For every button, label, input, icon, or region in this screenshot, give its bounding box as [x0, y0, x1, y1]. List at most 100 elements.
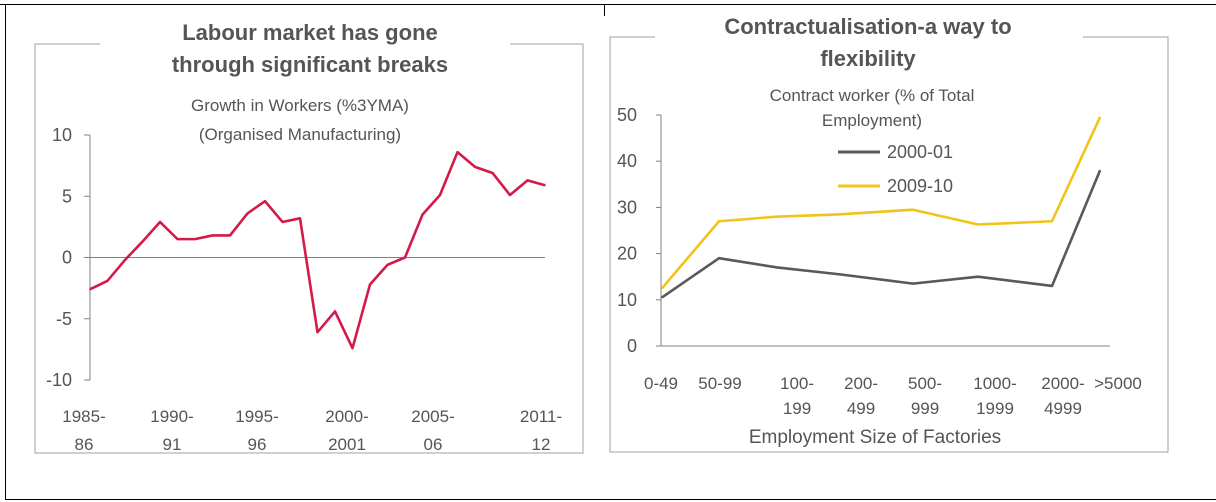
right-x-tick-label: 1999 — [976, 399, 1014, 418]
outer-top-rule — [0, 4, 1216, 5]
left-data-point — [544, 184, 546, 187]
left-chart-series — [89, 150, 546, 350]
right-chart-title-line-1: Contractualisation-a way to — [724, 14, 1011, 39]
right-x-tick-label: 50-99 — [698, 374, 741, 393]
left-data-point — [194, 238, 196, 240]
left-series-line — [89, 150, 546, 350]
left-data-point — [456, 151, 459, 153]
right-data-point-2000-01 — [661, 296, 663, 299]
left-data-point — [351, 347, 354, 349]
right-data-point-2009-10 — [912, 208, 914, 211]
left-data-point — [141, 240, 144, 243]
right-data-point-2000-01 — [1099, 169, 1101, 172]
right-data-point-2000-01 — [839, 273, 841, 276]
right-x-tick-label: 100- — [780, 374, 814, 393]
right-series-line-2000-01 — [661, 169, 1102, 299]
left-data-point — [421, 213, 424, 216]
left-x-tick-label: 2001 — [328, 435, 366, 454]
right-chart-axes — [656, 114, 1110, 347]
right-y-tick-label: 30 — [617, 197, 637, 217]
left-data-point — [369, 283, 371, 286]
left-chart-frame — [34, 43, 584, 454]
left-chart: Labour market has gone through significa… — [34, 20, 584, 454]
right-data-point-2000-01 — [776, 266, 778, 269]
right-data-point-2009-10 — [1051, 220, 1053, 223]
right-data-point-2000-01 — [718, 257, 720, 260]
left-data-point — [124, 259, 126, 261]
left-data-point — [211, 234, 214, 237]
left-data-point — [404, 256, 406, 259]
left-data-point — [159, 221, 161, 223]
right-y-tick-label: 0 — [627, 336, 637, 356]
left-data-point — [246, 212, 249, 215]
right-data-point-2009-10 — [1099, 116, 1101, 119]
right-chart-series — [661, 116, 1102, 299]
left-x-tick-label: 1995- — [235, 407, 278, 426]
right-x-tick-label: 500- — [908, 374, 942, 393]
right-data-point-2009-10 — [718, 220, 720, 223]
left-x-tick-label: 1990- — [150, 407, 193, 426]
right-x-tick-label: 2000- — [1041, 374, 1084, 393]
right-x-tick-label: 200- — [844, 374, 878, 393]
left-chart-subtitle-line-1: Growth in Workers (%3YMA) — [191, 96, 409, 115]
left-data-point — [176, 238, 179, 240]
left-data-point — [264, 200, 266, 202]
right-data-point-2009-10 — [839, 213, 841, 216]
right-chart-title-line-2: flexibility — [820, 46, 916, 71]
left-x-tick-label: 91 — [163, 435, 182, 454]
left-y-tick-label: -10 — [46, 370, 72, 390]
right-chart: Contractualisation-a way to flexibility … — [609, 14, 1169, 453]
right-x-tick-label: 199 — [783, 399, 811, 418]
left-data-point — [106, 279, 109, 282]
right-chart-subtitle-line-1: Contract worker (% of Total — [770, 86, 975, 105]
right-data-point-2009-10 — [776, 215, 778, 218]
left-chart-labels: 10 5 0 -5 -10 1985- 86 1990- 91 1995- 96 2000- 2001 2… — [46, 125, 562, 454]
outer-bottom-rule — [5, 499, 1216, 500]
left-x-tick-label: 2011- — [520, 407, 562, 426]
right-x-tick-label: >5000 — [1094, 374, 1142, 393]
left-data-point — [229, 234, 231, 237]
right-x-tick-label: 499 — [847, 399, 875, 418]
left-x-tick-label: 2000- — [325, 407, 368, 426]
right-chart-frame — [609, 36, 1169, 453]
left-data-point — [316, 331, 319, 334]
left-x-tick-label: 2005- — [411, 407, 454, 426]
left-chart-title-line-2: through significant breaks — [172, 52, 448, 77]
left-y-tick-label: 5 — [62, 186, 72, 206]
left-data-point — [474, 166, 476, 168]
left-y-tick-label: 0 — [62, 248, 72, 268]
right-y-tick-label: 20 — [617, 244, 637, 264]
left-y-tick-label: -5 — [56, 309, 72, 329]
legend-label-2000-01: 2000-01 — [887, 142, 953, 162]
left-data-point — [299, 217, 301, 220]
right-y-tick-label: 10 — [617, 290, 637, 310]
left-x-tick-label: 1985- — [62, 407, 105, 426]
right-chart-x-axis-label: Employment Size of Factories — [749, 427, 1001, 448]
right-x-tick-label: 0-49 — [644, 374, 678, 393]
right-data-point-2000-01 — [977, 275, 979, 278]
left-chart-title-line-1: Labour market has gone — [182, 20, 438, 45]
left-data-point — [89, 288, 91, 291]
panel-divider — [604, 4, 605, 16]
right-data-point-2000-01 — [1051, 285, 1053, 287]
left-data-point — [386, 264, 389, 266]
right-y-tick-label: 40 — [617, 151, 637, 171]
right-chart-subtitle-line-2: Employment) — [822, 111, 922, 130]
right-chart-labels: 50 40 30 20 10 0 0-49 50-99 100- 199 200- 499 500- 99… — [617, 105, 1142, 418]
right-data-point-2000-01 — [912, 282, 914, 285]
left-y-tick-label: 10 — [52, 125, 72, 145]
left-chart-axes — [84, 134, 545, 381]
legend-label-2009-10: 2009-10 — [887, 176, 953, 196]
right-x-tick-label: 1000- — [973, 374, 1016, 393]
left-data-point — [491, 172, 494, 174]
left-data-point — [526, 179, 529, 182]
left-data-point — [439, 194, 441, 196]
left-x-tick-label: 86 — [75, 435, 94, 454]
right-x-tick-label: 999 — [911, 399, 939, 418]
right-data-point-2009-10 — [661, 287, 663, 290]
left-x-tick-label: 96 — [248, 435, 267, 454]
left-x-tick-label: 12 — [532, 435, 551, 454]
outer-left-rule — [5, 4, 6, 500]
right-series-line-2009-10 — [661, 116, 1102, 290]
